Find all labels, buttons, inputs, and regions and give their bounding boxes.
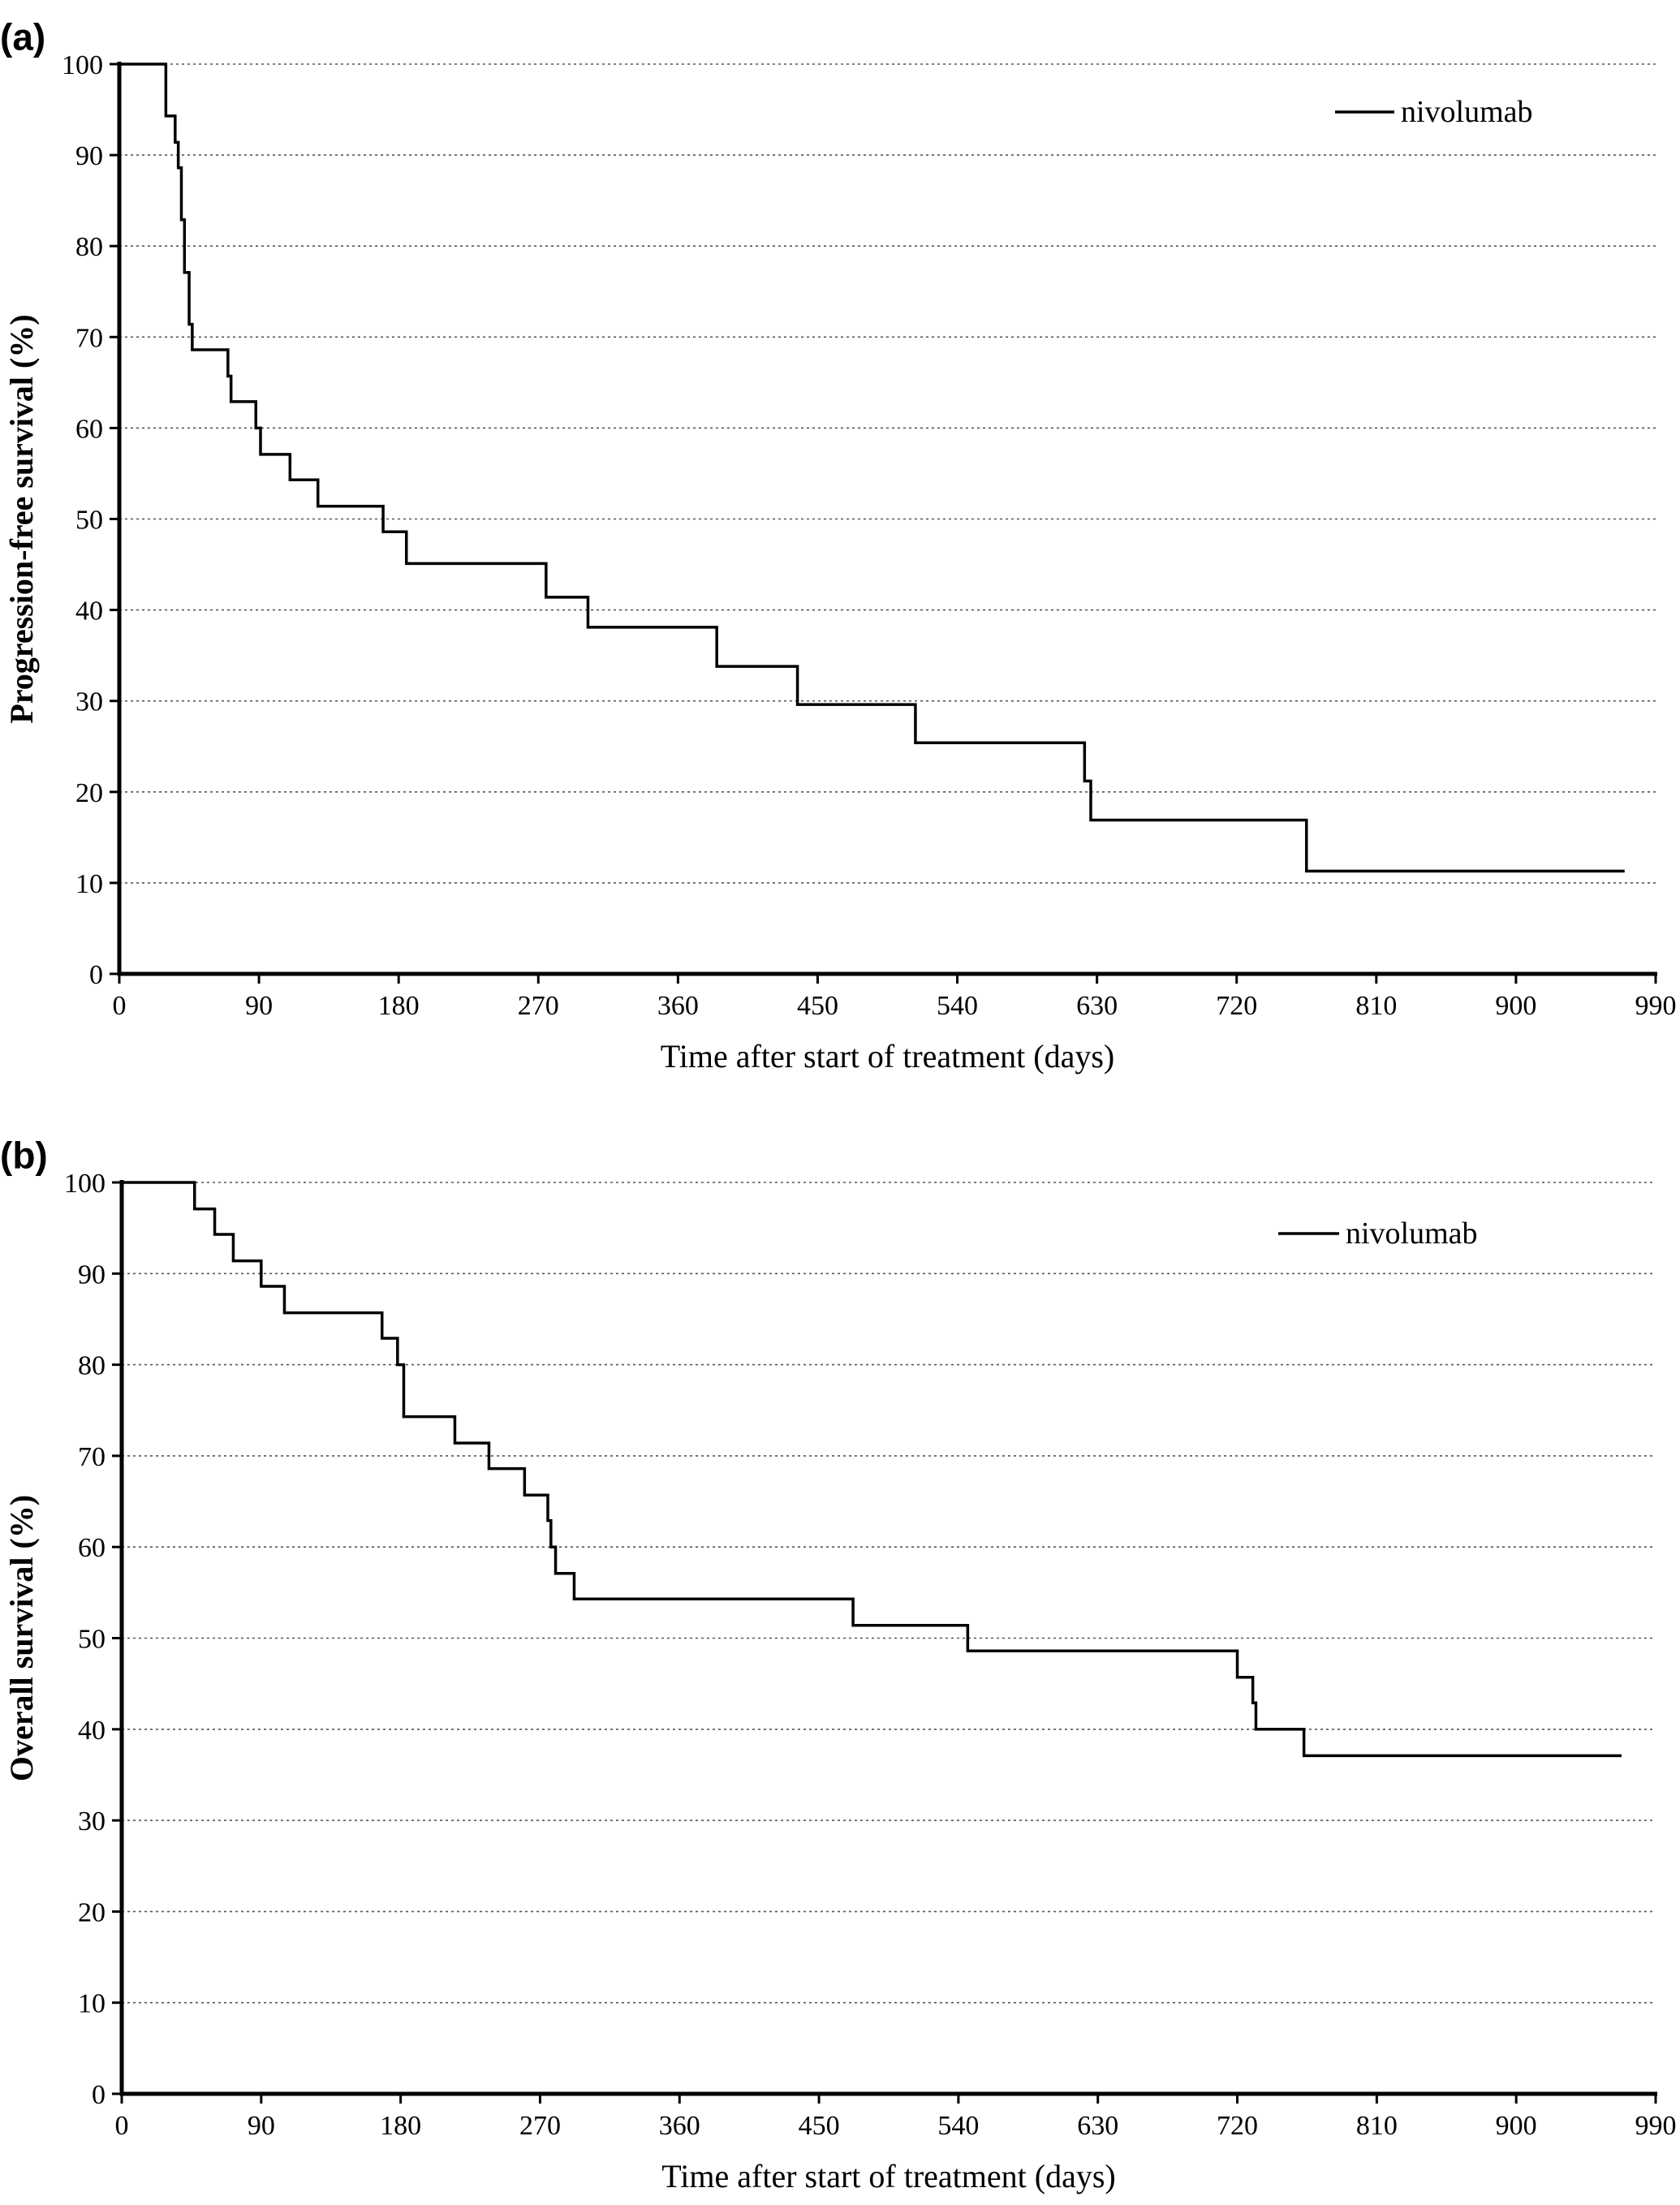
y-tick-label: 20 bbox=[78, 1897, 106, 1927]
x-tick-label: 180 bbox=[380, 2111, 421, 2141]
y-tick-label: 60 bbox=[78, 1533, 106, 1563]
y-axis-title: Progression-free survival (%) bbox=[3, 314, 40, 723]
y-tick-label: 10 bbox=[78, 1989, 106, 2019]
x-tick-label: 270 bbox=[518, 991, 559, 1021]
x-tick-label: 0 bbox=[113, 991, 127, 1021]
panel-label: (b) bbox=[0, 1135, 48, 1177]
y-tick-label: 40 bbox=[75, 596, 103, 627]
y-tick-label: 40 bbox=[78, 1716, 106, 1746]
series-line-nivolumab bbox=[122, 1181, 1622, 1758]
y-tick-label: 0 bbox=[89, 960, 103, 990]
y-tick-label: 70 bbox=[78, 1442, 106, 1472]
x-tick-label: 540 bbox=[937, 2111, 979, 2141]
x-tick-label: 360 bbox=[657, 991, 699, 1021]
x-tick-label: 90 bbox=[245, 991, 273, 1021]
y-tick-label: 30 bbox=[75, 687, 103, 717]
x-tick-label: 810 bbox=[1355, 991, 1397, 1021]
panel-label: (a) bbox=[0, 16, 45, 58]
y-tick-label: 70 bbox=[75, 323, 103, 353]
x-tick-label: 900 bbox=[1495, 991, 1536, 1021]
legend-label: nivolumab bbox=[1401, 95, 1533, 129]
y-tick-label: 20 bbox=[75, 778, 103, 808]
x-tick-label: 450 bbox=[799, 2111, 840, 2141]
y-tick-label: 90 bbox=[75, 141, 103, 171]
y-tick-label: 100 bbox=[64, 1169, 106, 1199]
legend-label: nivolumab bbox=[1346, 1217, 1478, 1251]
x-tick-label: 720 bbox=[1217, 2111, 1258, 2141]
series-line-nivolumab bbox=[119, 62, 1625, 873]
x-axis-title: Time after start of treatment (days) bbox=[661, 2158, 1115, 2194]
x-tick-label: 540 bbox=[937, 991, 978, 1021]
x-tick-label: 180 bbox=[378, 991, 420, 1021]
y-tick-label: 60 bbox=[75, 414, 103, 444]
x-tick-label: 990 bbox=[1635, 991, 1677, 1021]
x-tick-label: 990 bbox=[1635, 2111, 1677, 2141]
y-tick-label: 100 bbox=[62, 50, 103, 80]
y-tick-label: 90 bbox=[78, 1260, 106, 1290]
x-tick-label: 0 bbox=[115, 2111, 129, 2141]
y-tick-label: 30 bbox=[78, 1807, 106, 1837]
x-tick-label: 270 bbox=[519, 2111, 561, 2141]
x-tick-label: 810 bbox=[1356, 2111, 1398, 2141]
y-tick-label: 50 bbox=[75, 506, 103, 536]
y-tick-label: 50 bbox=[78, 1625, 106, 1655]
y-axis-title: Overall survival (%) bbox=[3, 1495, 40, 1781]
x-tick-label: 630 bbox=[1076, 991, 1118, 1021]
y-tick-label: 80 bbox=[75, 232, 103, 262]
x-tick-label: 720 bbox=[1216, 991, 1257, 1021]
y-tick-label: 80 bbox=[78, 1351, 106, 1381]
x-tick-label: 900 bbox=[1496, 2111, 1537, 2141]
x-tick-label: 630 bbox=[1077, 2111, 1118, 2141]
y-tick-label: 0 bbox=[92, 2080, 106, 2110]
x-axis-title: Time after start of treatment (days) bbox=[661, 1038, 1114, 1075]
x-tick-label: 360 bbox=[659, 2111, 700, 2141]
chart-panel-b: (b) 0 10 20 30 40 50 60 70 80 90 100 0 90 180 270 360 450… bbox=[0, 1135, 1677, 2194]
chart-panel-a: (a) 0 10 20 30 40 50 60 70 80 90 100 0 90 180 270 360 450… bbox=[0, 16, 1677, 1075]
x-tick-label: 90 bbox=[248, 2111, 275, 2141]
y-tick-label: 10 bbox=[75, 869, 103, 899]
x-tick-label: 450 bbox=[797, 991, 838, 1021]
